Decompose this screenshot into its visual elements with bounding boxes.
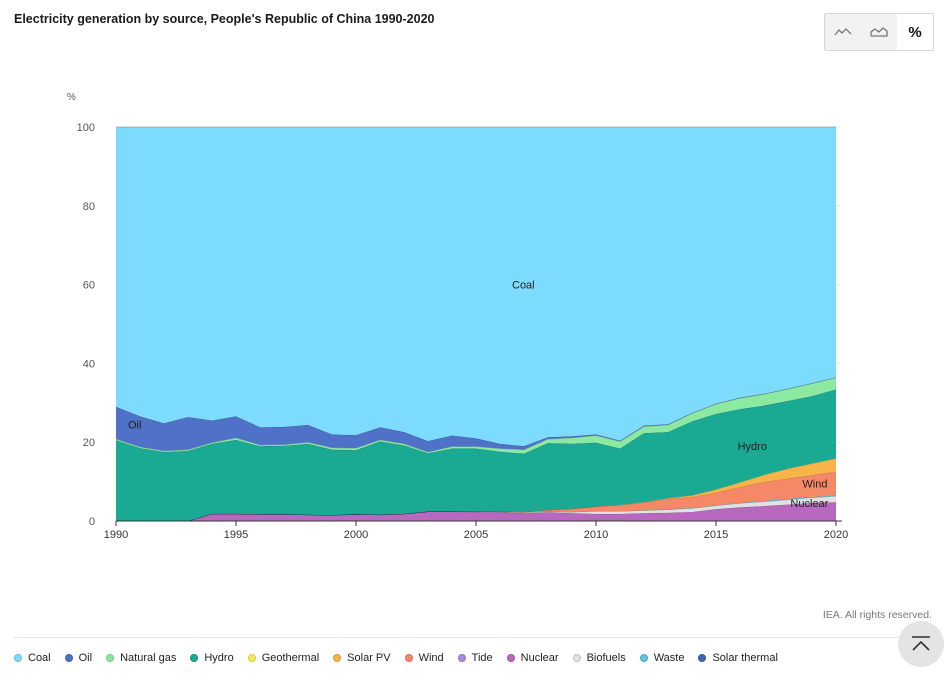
- area-natural-gas: [116, 377, 836, 454]
- legend-label: Geothermal: [261, 652, 320, 664]
- annotations: Coal Oil Hydro Wind Nuclear: [128, 280, 829, 511]
- annotation-oil: Oil: [128, 419, 141, 431]
- legend-swatch: [698, 654, 707, 662]
- legend-swatch: [457, 654, 466, 662]
- legend-item-oil[interactable]: Oil: [64, 652, 93, 664]
- area-chart-icon[interactable]: [861, 14, 897, 50]
- y-tick-label: 20: [83, 437, 95, 449]
- legend-label: Oil: [78, 652, 93, 664]
- legend-item-biofuels[interactable]: Biofuels: [572, 652, 626, 664]
- legend-item-wind[interactable]: Wind: [404, 652, 444, 664]
- legend-label: Tide: [471, 652, 493, 664]
- chevron-up-icon: [912, 636, 930, 651]
- y-tick-label: 80: [83, 201, 95, 213]
- scroll-to-top-button[interactable]: [898, 621, 944, 667]
- x-tick-label: 2015: [704, 529, 728, 541]
- line-chart-icon[interactable]: [825, 14, 861, 50]
- y-tick-label: 60: [83, 280, 95, 292]
- legend-swatch: [190, 654, 199, 662]
- legend-item-coal[interactable]: Coal: [14, 652, 51, 664]
- x-tick-label: 2005: [464, 529, 488, 541]
- legend: Coal Oil Natural gas Hydro Geothermal Solar P…: [14, 652, 792, 664]
- x-tick-label: 2010: [584, 529, 608, 541]
- area-hydro: [116, 389, 836, 521]
- legend-item-solar-thermal[interactable]: Solar thermal: [698, 652, 778, 664]
- legend-swatch: [106, 654, 115, 662]
- axes: 0 20 40 60 80 100% 1990 1995 2000 2005 2010 2015 202…: [67, 92, 848, 541]
- x-tick-label: 2020: [824, 529, 848, 541]
- annotation-nuclear: Nuclear: [790, 498, 828, 510]
- legend-swatch: [506, 654, 515, 662]
- x-tick-label: 1995: [224, 529, 248, 541]
- legend-item-solar-pv[interactable]: Solar PV: [333, 652, 391, 664]
- y-tick-label: 40: [83, 358, 95, 370]
- legend-label: Nuclear: [520, 652, 559, 664]
- legend-label: Hydro: [204, 652, 234, 664]
- percent-view-button[interactable]: %: [897, 14, 933, 50]
- copyright-credit: IEA. All rights reserved.: [822, 609, 932, 621]
- x-tick-label: 1990: [104, 529, 128, 541]
- chart-title: Electricity generation by source, People…: [14, 12, 435, 26]
- x-tick-label: 2000: [344, 529, 368, 541]
- legend-swatch: [404, 654, 413, 662]
- chart-view-toggle: %: [824, 13, 934, 51]
- legend-label: Biofuels: [586, 652, 626, 664]
- stacked-area-chart: 0 20 40 60 80 100% 1990 1995 2000 2005 2010 2015 202…: [67, 92, 848, 541]
- area-waste: [116, 495, 836, 521]
- legend-item-geothermal[interactable]: Geothermal: [247, 652, 320, 664]
- legend-swatch: [64, 654, 73, 662]
- legend-item-waste[interactable]: Waste: [639, 652, 685, 664]
- legend-swatch: [247, 654, 256, 662]
- legend-item-hydro[interactable]: Hydro: [190, 652, 234, 664]
- area-oil: [116, 377, 836, 453]
- area-nuclear: [116, 502, 836, 521]
- area-series: [115, 126, 837, 522]
- legend-item-nuclear[interactable]: Nuclear: [506, 652, 559, 664]
- legend-label: Solar thermal: [712, 652, 778, 664]
- annotation-hydro: Hydro: [738, 441, 767, 453]
- annotation-wind: Wind: [802, 479, 827, 491]
- legend-item-natural-gas[interactable]: Natural gas: [106, 652, 176, 664]
- legend-swatch: [572, 654, 581, 662]
- area-biofuels: [116, 496, 836, 521]
- y-tick-label: 0: [89, 516, 95, 528]
- legend-label: Solar PV: [347, 652, 391, 664]
- legend-label: Wind: [418, 652, 444, 664]
- legend-swatch: [333, 654, 342, 662]
- legend-divider: [14, 637, 938, 638]
- legend-label: Natural gas: [120, 652, 177, 664]
- annotation-coal: Coal: [512, 280, 535, 292]
- legend-label: Waste: [653, 652, 685, 664]
- legend-swatch: [639, 654, 648, 662]
- legend-item-tide[interactable]: Tide: [457, 652, 493, 664]
- legend-swatch: [14, 654, 22, 662]
- y-tick-label: 100: [77, 122, 95, 134]
- legend-label: Coal: [28, 652, 51, 664]
- area-wind: [116, 471, 836, 521]
- area-coal: [116, 127, 836, 447]
- y-axis-label: %: [67, 92, 76, 103]
